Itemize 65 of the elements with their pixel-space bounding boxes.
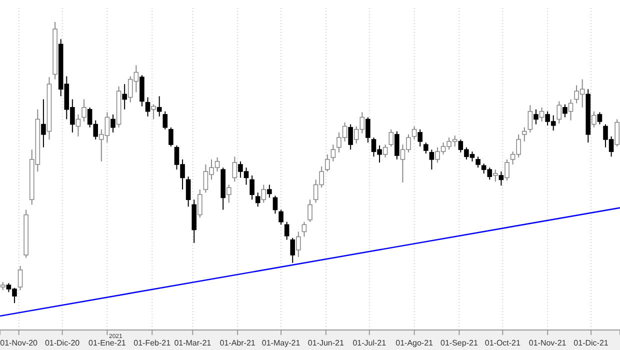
candlestick	[423, 142, 428, 154]
candlestick	[278, 209, 284, 226]
x-tick-label: 01-Dic-21	[574, 338, 609, 348]
x-tick-label: 01-Ago-21	[396, 338, 434, 348]
candlestick	[290, 237, 296, 264]
candlestick	[394, 130, 400, 160]
candlestick	[556, 100, 562, 124]
candlestick	[261, 184, 266, 204]
candlestick	[82, 98, 86, 122]
candlestick	[76, 114, 81, 137]
candlestick	[162, 110, 168, 130]
x-tick-label: 01-Mar-21	[174, 338, 212, 348]
candlestick	[122, 84, 127, 110]
x-tick-label: 01-May-21	[262, 338, 301, 348]
candlestick	[382, 144, 388, 158]
candlestick	[597, 112, 602, 125]
candlestick	[145, 96, 150, 117]
candlestick	[476, 156, 480, 168]
x-tick-label: 01-Jul-21	[352, 338, 387, 348]
x-tick-label: 01-Sep-21	[440, 338, 478, 348]
candlestick	[528, 104, 533, 133]
candlestick	[614, 118, 620, 148]
candlestick	[272, 195, 278, 214]
candlestick	[156, 96, 162, 117]
x-tick-label: 01-Dic-20	[44, 338, 80, 348]
candlestick	[412, 126, 417, 140]
candlestick	[250, 174, 254, 200]
candlestick	[110, 114, 116, 133]
candlestick	[522, 126, 527, 142]
candlestick	[562, 104, 568, 118]
candlestick	[168, 126, 174, 148]
candlestick	[592, 110, 596, 128]
candlestick	[226, 184, 232, 204]
candlestick	[302, 221, 307, 238]
candlestick	[198, 189, 202, 218]
candlestick	[534, 108, 538, 125]
candlestick	[296, 231, 301, 258]
x-tick-label: 01-Feb-21	[134, 338, 172, 348]
candlestick	[498, 171, 504, 186]
candlestick	[539, 106, 544, 122]
x-tick-label: 01-Abr-21	[220, 338, 256, 348]
candlestick	[284, 221, 290, 240]
candlestick	[308, 199, 312, 222]
candlestick	[151, 104, 156, 120]
candlestick	[18, 265, 23, 291]
candlestick	[267, 184, 272, 198]
x-tick-label: 01-Oct-21	[484, 338, 521, 348]
candlestick	[568, 98, 574, 121]
candlestick	[255, 192, 260, 208]
x-tick-label: 01-Jun-21	[308, 338, 344, 348]
candlestick	[429, 149, 434, 170]
candlestick	[330, 144, 336, 162]
candlestick	[366, 116, 370, 144]
candlestick	[232, 156, 238, 182]
x-tick-label: 01-Nov-21	[528, 338, 567, 348]
candlestick	[324, 154, 330, 172]
candlestick	[504, 158, 510, 182]
candlestick	[186, 176, 191, 208]
x-tick-label: 01-Nov-20	[0, 338, 38, 348]
candlestick	[418, 128, 422, 148]
candlestick	[388, 128, 394, 148]
x-tick-label: 01-Ene-21	[88, 338, 126, 348]
candlestick	[493, 169, 498, 182]
candlestick	[348, 124, 353, 150]
candlestick	[41, 98, 46, 148]
